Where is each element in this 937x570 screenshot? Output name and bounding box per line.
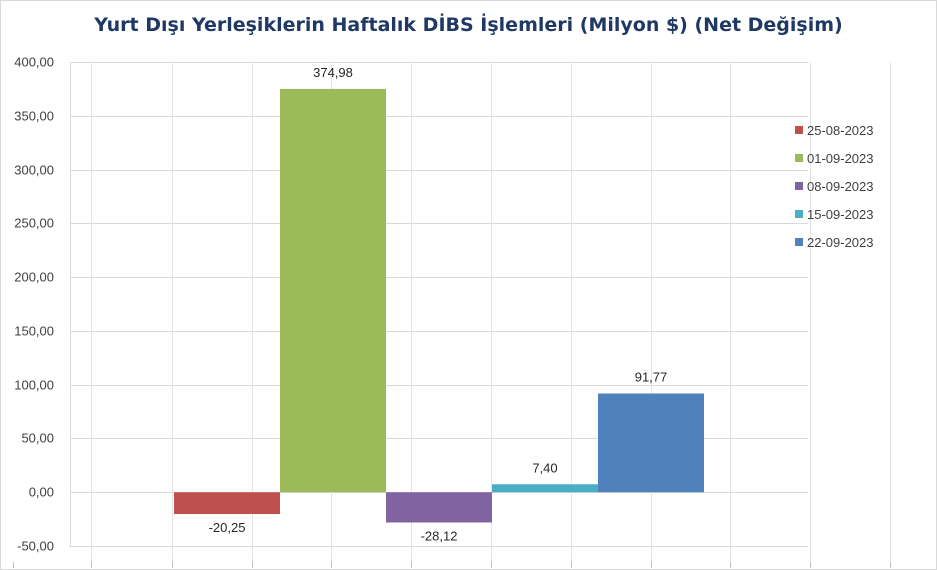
- legend-label: 01-09-2023: [807, 150, 874, 166]
- legend-swatch: [795, 126, 803, 134]
- bar-25-08-2023: [174, 492, 280, 515]
- y-tick-label: 200,00: [14, 270, 54, 285]
- data-label: 91,77: [635, 370, 668, 385]
- legend-label: 22-09-2023: [807, 234, 874, 250]
- y-tick-label: 50,00: [21, 431, 54, 446]
- y-axis: 400,00 350,00 300,00 250,00 200,00 150,00 100,…: [13, 55, 891, 568]
- bar-15-09-2023: [492, 484, 598, 493]
- legend-item: 22-09-2023: [795, 228, 874, 256]
- y-tick-label: 400,00: [14, 55, 54, 70]
- bar-08-09-2023: [386, 492, 492, 523]
- y-tick-label: 150,00: [14, 324, 54, 339]
- legend-item: 08-09-2023: [795, 172, 874, 200]
- legend-item: 15-09-2023: [795, 200, 874, 228]
- gridlines: [70, 62, 891, 568]
- bars: [174, 88, 704, 523]
- legend-item: 25-08-2023: [795, 116, 874, 144]
- y-tick-label: 350,00: [14, 109, 54, 124]
- data-label: 374,98: [313, 65, 353, 80]
- legend-label: 15-09-2023: [807, 206, 874, 222]
- legend-swatch: [795, 238, 803, 246]
- legend: 25-08-2023 01-09-2023 08-09-2023 15-09-2023…: [795, 116, 874, 256]
- y-tick-label: 0,00: [29, 485, 54, 500]
- chart-title: Yurt Dışı Yerleşiklerin Haftalık DİBS İş…: [94, 14, 843, 36]
- data-label: 7,40: [532, 460, 557, 475]
- legend-swatch: [795, 210, 803, 218]
- legend-swatch: [795, 182, 803, 190]
- data-label: -20,25: [209, 520, 246, 535]
- legend-label: 08-09-2023: [807, 178, 874, 194]
- y-tick-label: -50,00: [17, 539, 54, 554]
- legend-swatch: [795, 154, 803, 162]
- y-tick-label: 300,00: [14, 163, 54, 178]
- data-label: -28,12: [421, 528, 458, 543]
- legend-label: 25-08-2023: [807, 122, 874, 138]
- data-labels: -20,25 374,98 -28,12 7,40 91,77: [209, 65, 668, 544]
- bar-22-09-2023: [598, 393, 704, 493]
- bar-01-09-2023: [280, 88, 386, 493]
- legend-item: 01-09-2023: [795, 144, 874, 172]
- y-tick-label: 250,00: [14, 216, 54, 231]
- y-tick-label: 100,00: [14, 378, 54, 393]
